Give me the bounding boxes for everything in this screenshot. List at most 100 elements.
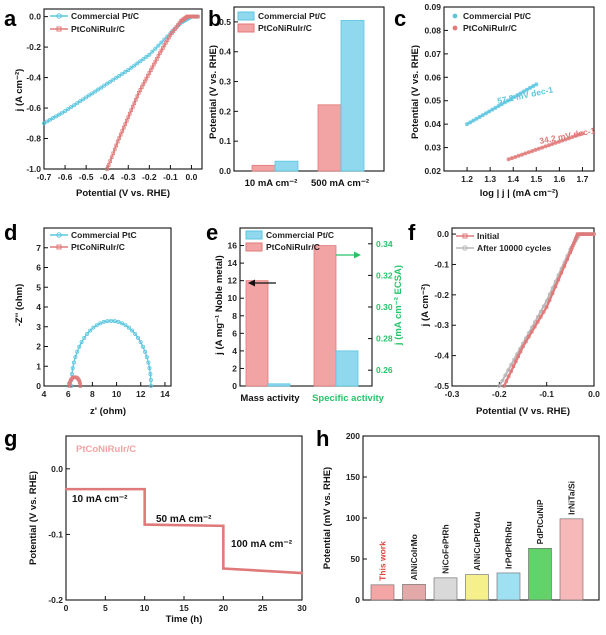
data-point-c-1-9 bbox=[536, 146, 541, 151]
data-point-c-1-3 bbox=[516, 153, 521, 158]
legend-swatch-alloy-b bbox=[237, 23, 255, 33]
data-point-a-1-12 bbox=[123, 122, 128, 126]
y-tick-label-er-3: 0.32 bbox=[376, 270, 393, 280]
legend-label-cycled-f: After 10000 cycles bbox=[477, 243, 551, 253]
data-point-c-1-8 bbox=[533, 147, 538, 152]
y-tick-label-e-3: 6 bbox=[232, 328, 237, 338]
data-point-c-0-13 bbox=[505, 98, 510, 103]
data-point-d-0-23 bbox=[130, 328, 135, 333]
x-category-label-b-1: 500 mA cm⁻² bbox=[311, 178, 369, 189]
y-tick-label-e-4: 8 bbox=[232, 311, 237, 321]
data-point-a-1-17 bbox=[130, 104, 135, 109]
data-point-d-0-21 bbox=[123, 323, 128, 328]
y2-axis-label-e: j (mA cm⁻² ECSA) bbox=[393, 265, 404, 346]
data-point-a-0-18 bbox=[96, 87, 101, 92]
bar-h-3 bbox=[465, 574, 489, 601]
data-point-a-0-10 bbox=[72, 103, 77, 108]
data-point-f-0-5 bbox=[514, 359, 518, 363]
y-tick-label-e-8: 16 bbox=[228, 241, 238, 251]
legend-marker-cycled-f bbox=[462, 245, 468, 251]
y-tick-label-g-1: -0.1 bbox=[48, 529, 63, 539]
x-tick-label-d-0: 4 bbox=[42, 389, 47, 399]
y-tick-label-e-2: 4 bbox=[232, 346, 237, 356]
data-point-g-3 bbox=[222, 524, 225, 528]
bar-label-h-5: PdPtCuNiP bbox=[535, 499, 545, 544]
y-tick-label-g-0: -0.2 bbox=[48, 595, 63, 605]
data-point-d-1-1 bbox=[67, 382, 72, 386]
x-tick-label-c-5: 1.7 bbox=[577, 174, 589, 184]
data-point-c-0-6 bbox=[483, 111, 488, 116]
legend-c: Commercial Pt/C PtCoNiRuIr/C bbox=[452, 11, 531, 33]
plot-frame-f bbox=[451, 227, 595, 387]
bar-h-5 bbox=[528, 548, 552, 601]
data-point-c-0-1 bbox=[468, 120, 473, 125]
x-tick-label-a-3: -0.4 bbox=[100, 172, 115, 182]
data-point-a-1-18 bbox=[132, 101, 137, 106]
y-tick-label-f-1: -0.4 bbox=[434, 351, 449, 361]
data-point-f-0-22 bbox=[562, 264, 567, 268]
data-point-f-0-7 bbox=[518, 349, 523, 354]
series-layer-g bbox=[64, 487, 304, 575]
data-point-f-0-17 bbox=[547, 298, 552, 302]
tafel-slope-annotation-commercial: 57.2 mV dec-1 bbox=[496, 84, 554, 106]
plot-frame-c bbox=[443, 6, 595, 172]
data-point-c-0-18 bbox=[521, 89, 526, 94]
data-point-f-0-13 bbox=[536, 320, 540, 324]
series-line-a-1 bbox=[106, 16, 198, 170]
data-point-f-0-12 bbox=[533, 325, 537, 329]
bar-e-0-1 bbox=[335, 350, 359, 387]
data-point-f-0-8 bbox=[521, 344, 525, 349]
data-point-c-0-20 bbox=[528, 85, 533, 90]
panel-a: a -1.0-0.8-0.6-0.4-0.20.0 -0.7 -0.6 -0.5 -0… bbox=[4, 6, 203, 199]
y-tick-label-b-1: 0.1 bbox=[219, 136, 231, 146]
data-point-d-0-3 bbox=[70, 366, 75, 371]
data-point-d-0-4 bbox=[71, 360, 76, 365]
bar-label-h-4: IrPdPtRhRu bbox=[504, 521, 514, 569]
data-point-c-1-5 bbox=[523, 151, 528, 156]
y-tick-label-c-3: 0.05 bbox=[424, 96, 441, 106]
x-category-label-e-1: Specific activity bbox=[312, 393, 385, 404]
data-point-c-0-15 bbox=[512, 94, 517, 99]
data-point-f-0-23 bbox=[565, 257, 570, 261]
data-point-a-0-37 bbox=[153, 46, 158, 51]
y-tick-label-a-2: -0.6 bbox=[26, 103, 41, 113]
y-axis-ticks-c: 0.02 0.03 0.04 0.05 0.06 0.07 0.08 0.09 bbox=[424, 2, 448, 176]
data-point-a-0-26 bbox=[120, 71, 125, 76]
data-point-f-0-16 bbox=[545, 305, 549, 309]
data-point-g-4 bbox=[222, 567, 225, 570]
x-tick-label-a-2: -0.5 bbox=[79, 172, 94, 182]
data-point-d-0-30 bbox=[146, 360, 151, 365]
data-point-c-1-7 bbox=[530, 149, 535, 154]
data-point-f-0-1 bbox=[504, 379, 509, 383]
data-point-a-0-29 bbox=[129, 65, 134, 70]
data-point-c-0-16 bbox=[515, 93, 520, 98]
legend-label-alloy-e: PtCoNiRuIr/C bbox=[266, 242, 320, 252]
y-axis-ticks-f: -0.5 -0.4 -0.3 -0.2 -0.1 0.0 bbox=[434, 229, 456, 391]
y-axis-ticks-a: -1.0 -0.8 -0.6 -0.4 -0.2 0.0 bbox=[26, 12, 48, 174]
bar-layer-b bbox=[251, 20, 365, 172]
y-tick-label-c-4: 0.06 bbox=[424, 72, 441, 82]
data-point-f-0-21 bbox=[559, 271, 564, 275]
legend-swatch-commercial-b bbox=[237, 11, 255, 21]
data-point-f-0-2 bbox=[507, 374, 511, 378]
y-tick-label-d-2: 2 bbox=[36, 342, 41, 352]
y-axis-label-h: Potential (mV vs. RHE) bbox=[322, 467, 333, 569]
x-tick-label-g-2: 10 bbox=[140, 603, 150, 613]
data-point-d-0-16 bbox=[105, 319, 110, 324]
y-tick-label-e-5: 10 bbox=[228, 293, 238, 303]
data-point-f-0-3 bbox=[509, 369, 513, 373]
data-point-c-0-5 bbox=[480, 113, 485, 118]
legend-d: Commercial PtC PtCoNiRuIr/C bbox=[50, 230, 137, 252]
data-point-d-0-25 bbox=[136, 335, 141, 340]
panel-c: c 0.020.030.040.050.060.070.080.09 1.2 1.… bbox=[394, 2, 596, 199]
data-point-f-0-11 bbox=[530, 330, 534, 334]
y-axis-ticks-g: -0.2 -0.1 0.0 bbox=[48, 464, 70, 605]
data-point-c-0-19 bbox=[524, 87, 529, 92]
data-point-a-1-10 bbox=[120, 129, 125, 133]
data-point-d-0-13 bbox=[94, 323, 99, 328]
y-tick-label-d-3: 3 bbox=[36, 322, 41, 332]
data-point-f-1-2 bbox=[503, 373, 508, 378]
y-tick-label-d-5: 5 bbox=[36, 282, 41, 292]
data-point-a-1-4 bbox=[111, 151, 116, 156]
panel-g: g -0.2-0.10.0 0 5 10 15 20 25 30 PtCoNiRuIr/C … bbox=[4, 426, 307, 625]
